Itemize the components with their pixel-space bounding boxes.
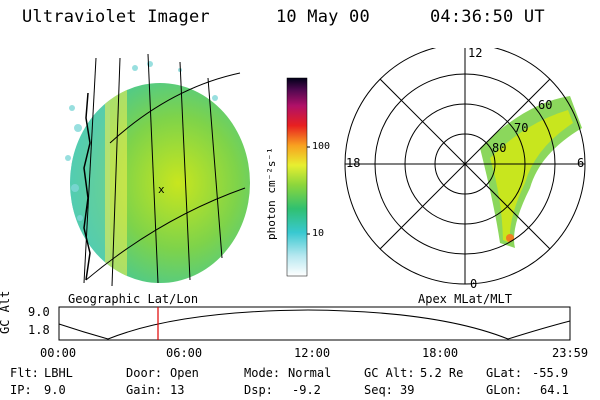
orbit-xtick-0000: 00:00: [40, 346, 77, 360]
colorbar: photon cm⁻²s⁻¹: [265, 77, 310, 277]
orbit-xtick-1200: 12:00: [294, 346, 331, 360]
colorbar-gradient: [286, 77, 308, 277]
time-label: 04:36:50 UT: [430, 7, 545, 27]
seq-value: 39: [400, 383, 415, 397]
instrument-title: Ultraviolet Imager: [22, 7, 210, 27]
altitude-curve: [58, 309, 571, 340]
orbit-xtick-2359: 23:59: [552, 346, 589, 360]
filter-label: Flt:: [10, 366, 39, 380]
mlt-label-0: 0: [470, 277, 478, 291]
gc-alt-value: 5.2 Re: [420, 366, 464, 380]
orbit-ytick-min: 1.8: [28, 323, 50, 337]
orbit-xtick-0600: 06:00: [166, 346, 203, 360]
glon-label: GLon:: [486, 383, 523, 397]
mlt-label-6: 6: [577, 156, 585, 170]
glon-value: 64.1: [540, 383, 569, 397]
gc-alt-label: GC Alt:: [364, 366, 415, 380]
glat-value: -55.9: [532, 366, 569, 380]
orbit-xtick-1800: 18:00: [422, 346, 459, 360]
lat-lon-grid: [83, 53, 246, 287]
geo-panel-title: Geographic Lat/Lon: [68, 292, 199, 306]
mlat-label-80: 80: [492, 141, 507, 155]
door-label: Door:: [126, 366, 163, 380]
ip-label: IP:: [10, 383, 32, 397]
emission-speckles: [70, 88, 127, 278]
dsp-value: -9.2: [292, 383, 321, 397]
polar-panel-title: Apex MLat/MLT: [418, 292, 512, 306]
mlat-label-70: 70: [514, 121, 529, 135]
ip-value: 9.0: [44, 383, 66, 397]
polar-panel: [344, 48, 586, 285]
door-value: Open: [170, 366, 199, 380]
mlat-label-60: 60: [538, 98, 553, 112]
orbit-ylabel: GC Alt: [0, 290, 12, 334]
subsatellite-marker: x: [158, 183, 165, 196]
colorbar-label: photon cm⁻²s⁻¹: [265, 147, 278, 240]
dsp-label: Dsp:: [244, 383, 273, 397]
mode-value: Normal: [288, 366, 332, 380]
gain-value: 13: [170, 383, 185, 397]
gain-label: Gain:: [126, 383, 163, 397]
colorbar-tick-100: 100: [312, 141, 331, 152]
filter-value: LBHL: [44, 366, 73, 380]
mlt-label-18: 18: [346, 156, 361, 170]
coastline: [83, 92, 91, 281]
colorbar-tick-10: 10: [312, 228, 325, 239]
orbit-altitude-plot: [58, 306, 571, 341]
mode-label: Mode:: [244, 366, 281, 380]
orbit-ytick-max: 9.0: [28, 305, 50, 319]
polar-grid: [344, 48, 586, 285]
geographic-image-panel: x: [65, 53, 250, 287]
mlt-label-12: 12: [468, 46, 483, 60]
seq-label: Seq:: [364, 383, 393, 397]
glat-label: GLat:: [486, 366, 523, 380]
date-label: 10 May 00: [276, 7, 370, 27]
